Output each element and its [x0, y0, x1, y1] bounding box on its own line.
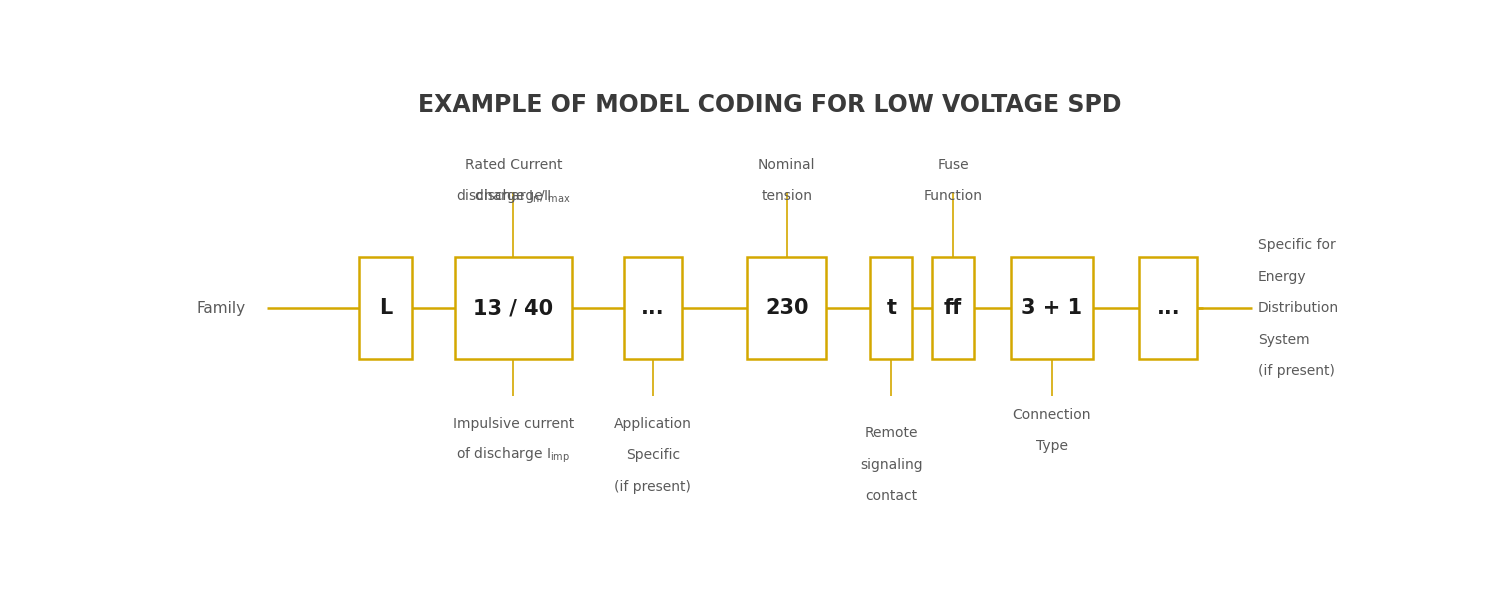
Text: Connection: Connection [1013, 407, 1091, 421]
Text: L: L [378, 298, 392, 318]
Text: Family: Family [197, 300, 246, 316]
Text: tension: tension [761, 189, 812, 203]
Text: of discharge $\mathregular{I_{imp}}$: of discharge $\mathregular{I_{imp}}$ [456, 446, 570, 465]
Text: Distribution: Distribution [1258, 301, 1339, 315]
Text: Application: Application [614, 417, 692, 431]
Text: Specific: Specific [626, 448, 680, 462]
Bar [747, 257, 826, 359]
Bar [1012, 257, 1093, 359]
Text: ff: ff [944, 298, 962, 318]
Text: discharge $\mathregular{I_n/I_{max}}$: discharge $\mathregular{I_n/I_{max}}$ [456, 187, 570, 205]
Text: (if present): (if present) [614, 480, 692, 494]
Text: Energy: Energy [1258, 270, 1306, 284]
Bar [871, 257, 913, 359]
Text: Function: Function [923, 189, 983, 203]
Bar [1139, 257, 1198, 359]
Text: t: t [887, 298, 896, 318]
Bar [932, 257, 974, 359]
Text: Type: Type [1036, 439, 1067, 453]
Text: 3 + 1: 3 + 1 [1021, 298, 1082, 318]
Text: Fuse: Fuse [937, 157, 968, 172]
Text: Remote: Remote [865, 426, 919, 440]
Text: EXAMPLE OF MODEL CODING FOR LOW VOLTAGE SPD: EXAMPLE OF MODEL CODING FOR LOW VOLTAGE … [417, 93, 1121, 117]
Text: ...: ... [641, 298, 665, 318]
Text: Specific for: Specific for [1258, 238, 1336, 252]
Bar [624, 257, 681, 359]
Text: contact: contact [866, 489, 917, 503]
Bar [455, 257, 572, 359]
Text: (if present): (if present) [1258, 364, 1334, 378]
Text: System: System [1258, 332, 1309, 347]
Text: signaling: signaling [860, 457, 923, 472]
Text: Impulsive current: Impulsive current [453, 417, 573, 431]
Text: 13 / 40: 13 / 40 [473, 298, 554, 318]
Text: Rated Current: Rated Current [465, 157, 561, 172]
Bar [359, 257, 413, 359]
Text: 230: 230 [766, 298, 809, 318]
Text: ...: ... [1156, 298, 1180, 318]
Text: Nominal: Nominal [758, 157, 815, 172]
Text: discharge I: discharge I [476, 189, 551, 203]
